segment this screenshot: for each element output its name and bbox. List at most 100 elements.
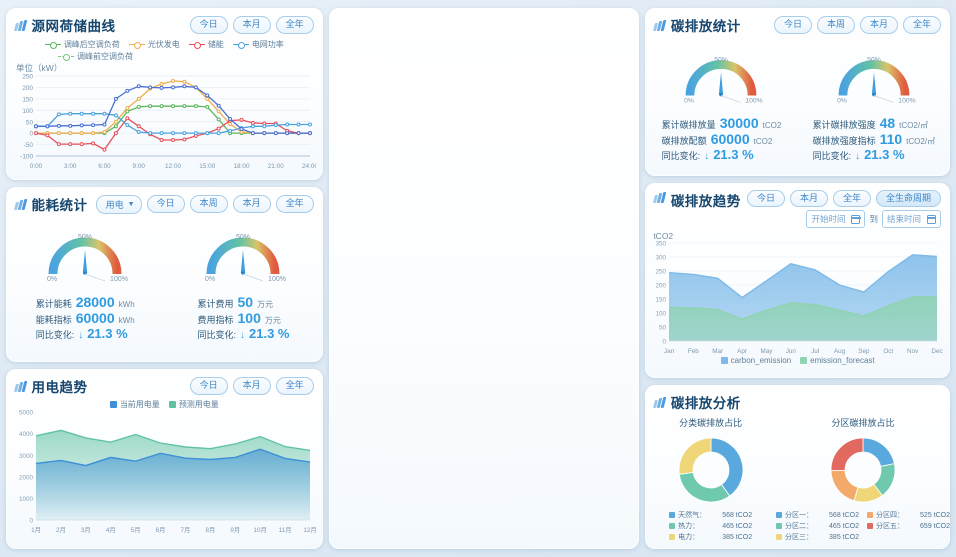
- svg-text:-50: -50: [24, 142, 34, 149]
- panel-title: 碳排放趋势: [670, 194, 741, 209]
- legend-item[interactable]: 储能: [188, 39, 224, 50]
- btn-today[interactable]: 今日: [189, 16, 228, 34]
- btn-today[interactable]: 今日: [146, 195, 185, 213]
- legend-item[interactable]: 调峰前空调负荷: [58, 51, 133, 62]
- svg-text:150: 150: [22, 96, 33, 103]
- legend-column: 天然气： 568 tCO2 热力： 465 tCO2 电力： 385 tCO2: [669, 510, 752, 542]
- svg-text:250: 250: [656, 269, 667, 276]
- btn-month[interactable]: 本月: [859, 16, 898, 34]
- svg-text:6:00: 6:00: [98, 163, 111, 170]
- panel-power-trend: 用电趋势 今日 本月 全年 当前用电量 预测用电量 0 1000 2000 3000 4…: [6, 369, 323, 549]
- legend-item[interactable]: emission_forecast: [800, 356, 875, 365]
- y-axis-unit: 单位（kW）: [16, 63, 63, 73]
- svg-text:100%: 100%: [746, 97, 763, 104]
- svg-text:Jul: Jul: [811, 348, 819, 355]
- btn-lifecycle[interactable]: 全生命周期: [875, 190, 941, 208]
- svg-text:11月: 11月: [279, 526, 292, 534]
- donut-title: 分类碳排放占比: [679, 418, 743, 428]
- btn-month[interactable]: 本月: [232, 16, 271, 34]
- svg-text:100%: 100%: [110, 276, 128, 283]
- svg-text:100%: 100%: [898, 97, 915, 104]
- panel-energy-stats: 能耗统计 用电 ▼ 今日 本周 本月 全年 50% 0% 100% 累计能耗 2800: [6, 187, 323, 362]
- btn-month[interactable]: 本月: [232, 195, 271, 213]
- btn-week[interactable]: 本周: [816, 16, 855, 34]
- legend-value: 465 tCO2: [722, 522, 753, 530]
- legend-label: 天然气：: [678, 512, 707, 519]
- svg-text:May: May: [761, 348, 774, 355]
- legend-value: 465 tCO2: [829, 522, 859, 530]
- svg-text:2月: 2月: [56, 526, 66, 534]
- svg-text:100%: 100%: [269, 276, 287, 283]
- stat-row: 累计能耗 28000 kWh: [35, 294, 135, 310]
- legend-item[interactable]: 调峰后空调负荷: [44, 39, 120, 50]
- legend-item[interactable]: 电网功率: [232, 39, 284, 50]
- legend-row[interactable]: 电力： 385 tCO2: [669, 532, 752, 542]
- svg-text:Aug: Aug: [834, 348, 846, 355]
- svg-text:8月: 8月: [205, 526, 215, 534]
- legend-item[interactable]: carbon_emission: [720, 356, 791, 365]
- gauge-cell-intensity: 50% 0% 100% 累计碳排放强度 48 tCO2/㎡ 碳排放强度指标 110 tCO2…: [798, 49, 950, 162]
- legend-swatch: [776, 523, 782, 529]
- svg-text:50%: 50%: [867, 57, 881, 64]
- stat-row: 累计碳排放量 30000 tCO2: [661, 115, 782, 131]
- legend-row[interactable]: 分区三： 385 tCO2: [776, 532, 859, 542]
- legend-value: 385 tCO2: [829, 533, 859, 541]
- legend-item[interactable]: 光伏发电: [128, 39, 180, 50]
- legend-row[interactable]: 分区一： 568 tCO2: [776, 510, 859, 520]
- gauge-cost: 50% 0% 100%: [205, 234, 287, 283]
- svg-text:0%: 0%: [837, 97, 847, 104]
- zone-donut-chart: [830, 437, 896, 503]
- legend-row[interactable]: 分区四： 525 tCO2: [867, 510, 950, 520]
- btn-year[interactable]: 全年: [902, 16, 941, 34]
- svg-text:0%: 0%: [685, 97, 695, 104]
- donut-cell-zone: 分区碳排放占比 分区一： 568 tCO2 分区二： 465 tCO2 分区三： 385 …: [776, 416, 950, 542]
- btn-year[interactable]: 全年: [275, 16, 314, 34]
- btn-week[interactable]: 本周: [189, 195, 228, 213]
- panel-title: 碳排放分析: [670, 396, 741, 411]
- zone-donut-legend: 分区一： 568 tCO2 分区二： 465 tCO2 分区三： 385 tCO2 分区四：…: [776, 510, 950, 542]
- chart-legend: carbon_emission emission_forecast: [645, 356, 950, 365]
- btn-today[interactable]: 今日: [746, 190, 785, 208]
- svg-text:50%: 50%: [715, 57, 729, 64]
- btn-month[interactable]: 本月: [232, 377, 271, 395]
- legend-row[interactable]: 热力： 465 tCO2: [669, 521, 752, 531]
- gauge-cell-cost: 50% 0% 100% 累计费用 50 万元 费用指标 100 万元 同比变化: ↓ 21.3 …: [164, 226, 322, 341]
- panel-carbon-stats: 碳排放统计 今日 本周 本月 全年 50% 0% 100% 累计碳排放量 30000 t…: [645, 8, 950, 176]
- legend-row[interactable]: 分区五： 659 tCO2: [867, 521, 950, 531]
- end-date-input[interactable]: 结束时间: [881, 210, 941, 229]
- svg-text:3:00: 3:00: [64, 163, 77, 170]
- title-bars-icon: [14, 198, 27, 210]
- title-bars-icon: [653, 192, 667, 203]
- legend-item[interactable]: 当前用电量: [109, 399, 160, 410]
- energy-type-select[interactable]: 用电 ▼: [95, 194, 142, 214]
- donut-group: 分类碳排放占比 天然气： 568 tCO2 热力： 465 tCO2 电力： 385 tC…: [645, 416, 950, 542]
- btn-year[interactable]: 全年: [275, 377, 314, 395]
- start-date-input[interactable]: 开始时间: [806, 210, 866, 229]
- svg-text:1000: 1000: [19, 496, 34, 503]
- svg-text:50%: 50%: [78, 234, 92, 241]
- btn-month[interactable]: 本月: [789, 190, 828, 208]
- svg-text:15:00: 15:00: [199, 163, 215, 170]
- gauge-cell-emission: 50% 0% 100% 累计碳排放量 30000 tCO2 碳排放配额 60000 tCO2…: [645, 49, 797, 162]
- panel-header: 用电趋势 今日 本月 全年: [6, 369, 323, 398]
- svg-text:0:00: 0:00: [30, 163, 43, 170]
- svg-text:50%: 50%: [236, 234, 250, 241]
- date-range-separator: 到: [869, 214, 878, 225]
- legend-row[interactable]: 天然气： 568 tCO2: [669, 510, 752, 520]
- btn-year[interactable]: 全年: [275, 195, 314, 213]
- gauge-cell-consumption: 50% 0% 100% 累计能耗 28000 kWh 能耗指标 60000 kWh 同比变化…: [6, 226, 164, 341]
- range-button-group: 用电 ▼ 今日 本周 本月 全年: [95, 194, 314, 214]
- legend-row[interactable]: 分区二： 465 tCO2: [776, 521, 859, 531]
- btn-today[interactable]: 今日: [773, 16, 812, 34]
- range-button-group: 今日 本周 本月 全年: [773, 16, 941, 34]
- btn-year[interactable]: 全年: [832, 190, 871, 208]
- btn-today[interactable]: 今日: [189, 377, 228, 395]
- svg-text:0%: 0%: [47, 276, 57, 283]
- legend-swatch: [669, 512, 676, 518]
- svg-text:7月: 7月: [181, 526, 191, 534]
- legend-item[interactable]: 预测用电量: [168, 399, 219, 410]
- panel-header: 碳排放趋势 今日 本月 全年 全生命周期 开始时间 到: [645, 183, 950, 230]
- stat-row: 累计碳排放强度 48 tCO2/㎡: [812, 115, 929, 131]
- legend-value: 568 tCO2: [722, 511, 753, 519]
- range-button-group: 今日 本月 全年: [189, 16, 314, 34]
